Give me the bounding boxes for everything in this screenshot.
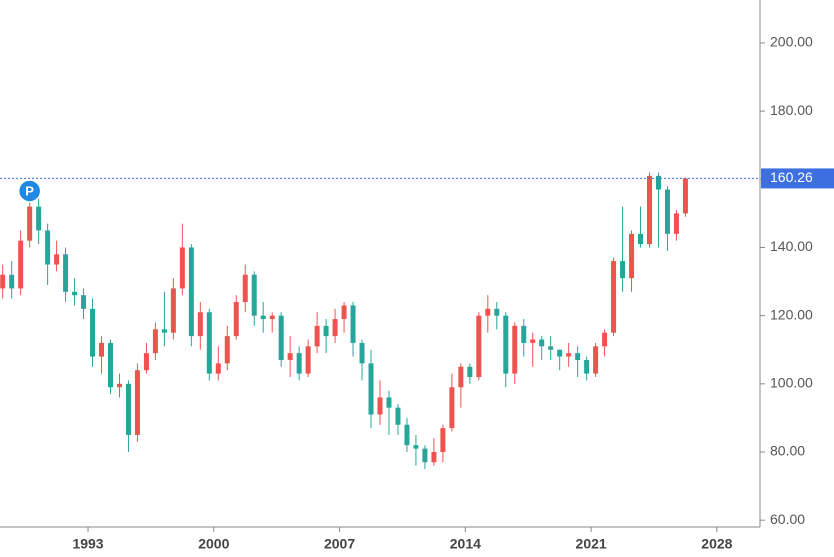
candle-body bbox=[72, 291, 78, 296]
candle-body bbox=[602, 332, 608, 347]
candle-body bbox=[512, 325, 518, 374]
candle-body bbox=[134, 370, 140, 435]
candle-body bbox=[655, 175, 661, 190]
y-tick-label: 100.00 bbox=[770, 375, 813, 391]
candle-body bbox=[116, 383, 122, 388]
candle-body bbox=[566, 353, 572, 357]
candle-body bbox=[36, 206, 42, 231]
candle-body bbox=[161, 329, 167, 333]
y-tick-label: 140.00 bbox=[770, 238, 813, 254]
candle-body bbox=[260, 315, 266, 320]
candle-body bbox=[467, 366, 473, 378]
candle-body bbox=[494, 308, 500, 316]
candle-body bbox=[18, 240, 24, 289]
candle-body bbox=[90, 308, 96, 357]
x-tick-label: 1993 bbox=[72, 536, 103, 552]
marker-label: P bbox=[25, 183, 34, 198]
candle-body bbox=[54, 254, 60, 265]
candle-body bbox=[359, 342, 365, 364]
candle-body bbox=[242, 274, 248, 303]
candle-body bbox=[45, 230, 51, 265]
candle-body bbox=[620, 261, 626, 279]
candle-body bbox=[341, 305, 347, 320]
candle-body bbox=[296, 353, 302, 374]
candle-body bbox=[530, 339, 536, 343]
candle-body bbox=[682, 178, 688, 214]
candle-body bbox=[305, 346, 311, 374]
candle-body bbox=[179, 247, 185, 289]
candle-body bbox=[521, 325, 527, 343]
candle-body bbox=[9, 274, 15, 289]
candle-body bbox=[143, 353, 149, 371]
y-tick-label: 180.00 bbox=[770, 102, 813, 118]
candle-body bbox=[170, 288, 176, 333]
candle-body bbox=[422, 448, 428, 463]
x-tick-label: 2014 bbox=[450, 536, 481, 552]
candle-body bbox=[350, 305, 356, 343]
candle-body bbox=[673, 213, 679, 234]
y-tick-label: 120.00 bbox=[770, 306, 813, 322]
candle-body bbox=[557, 349, 563, 357]
last-price-box bbox=[761, 168, 834, 189]
candle-body bbox=[548, 346, 554, 350]
candle-body bbox=[269, 315, 275, 320]
candle-body bbox=[188, 247, 194, 337]
candle-body bbox=[664, 189, 670, 234]
candle-body bbox=[287, 353, 293, 360]
candle-body bbox=[314, 325, 320, 347]
candle-body bbox=[503, 315, 509, 374]
candle-body bbox=[458, 366, 464, 388]
candle-body bbox=[404, 424, 410, 446]
candle-body bbox=[431, 452, 437, 463]
candle-body bbox=[638, 233, 644, 245]
candle-body bbox=[584, 359, 590, 374]
candle-body bbox=[476, 315, 482, 378]
x-tick-label: 2000 bbox=[198, 536, 229, 552]
candle-body bbox=[224, 336, 230, 364]
candle-body bbox=[440, 428, 446, 453]
candle-body bbox=[539, 339, 545, 347]
candle-body bbox=[449, 387, 455, 429]
last-price-label: 160.26 bbox=[770, 169, 813, 185]
candle-body bbox=[332, 319, 338, 337]
candle-body bbox=[368, 363, 374, 415]
marker-dot bbox=[17, 179, 42, 203]
candle-body bbox=[206, 312, 212, 374]
candle-body bbox=[27, 206, 33, 241]
candle-body bbox=[413, 445, 419, 449]
candle-body bbox=[386, 397, 392, 408]
x-tick-label: 2007 bbox=[324, 536, 355, 552]
candle-body bbox=[395, 407, 401, 425]
candle-body bbox=[215, 363, 221, 374]
candle-body bbox=[233, 302, 239, 337]
candle-body bbox=[278, 315, 284, 360]
candle-body bbox=[593, 346, 599, 374]
candle-body bbox=[0, 274, 6, 289]
y-tick-label: 200.00 bbox=[770, 34, 813, 50]
candle-body bbox=[125, 383, 131, 435]
candle-body bbox=[575, 353, 581, 360]
candle-body bbox=[81, 295, 87, 309]
candle-body bbox=[197, 312, 203, 337]
candle-body bbox=[63, 254, 69, 292]
x-tick-label: 2028 bbox=[701, 536, 732, 552]
y-tick-label: 80.00 bbox=[770, 443, 805, 459]
candle-body bbox=[99, 342, 105, 357]
y-tick-label: 60.00 bbox=[770, 511, 805, 527]
candle-body bbox=[611, 261, 617, 333]
candle-body bbox=[323, 325, 329, 337]
candle-body bbox=[251, 274, 257, 316]
candle-body bbox=[152, 329, 158, 354]
x-tick-label: 2021 bbox=[576, 536, 607, 552]
candle-body bbox=[107, 342, 113, 388]
candle-body bbox=[485, 308, 491, 316]
candle-body bbox=[647, 175, 653, 245]
candle-body bbox=[629, 233, 635, 279]
candle-body bbox=[377, 397, 383, 415]
